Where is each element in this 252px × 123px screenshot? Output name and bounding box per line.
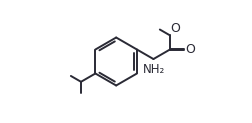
Text: NH₂: NH₂ bbox=[143, 63, 165, 76]
Text: O: O bbox=[185, 43, 195, 56]
Text: O: O bbox=[171, 22, 180, 35]
